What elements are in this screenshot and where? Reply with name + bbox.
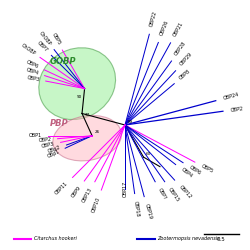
Text: OBP13: OBP13 xyxy=(82,187,94,204)
Text: OBP15: OBP15 xyxy=(167,186,180,202)
Text: OBP19: OBP19 xyxy=(144,203,153,220)
Text: ChOBP: ChOBP xyxy=(38,30,52,46)
Text: OBP26: OBP26 xyxy=(159,20,170,36)
Text: OBP29: OBP29 xyxy=(179,52,194,67)
Text: OBP?: OBP? xyxy=(156,187,167,200)
Text: OBP6: OBP6 xyxy=(26,60,40,70)
Text: OBP21: OBP21 xyxy=(172,21,184,38)
Text: Zootermopsis nevadensis: Zootermopsis nevadensis xyxy=(157,236,220,241)
Ellipse shape xyxy=(39,48,116,120)
Text: OBP8: OBP8 xyxy=(178,68,192,81)
Text: OBP11: OBP11 xyxy=(54,181,69,196)
Text: ChOBP: ChOBP xyxy=(20,42,36,56)
Text: OBP5: OBP5 xyxy=(50,32,62,46)
Text: OBP3: OBP3 xyxy=(41,141,55,149)
Text: 0.5: 0.5 xyxy=(217,237,226,242)
Text: OBP9: OBP9 xyxy=(70,186,82,199)
Text: GOBP: GOBP xyxy=(50,57,76,66)
Text: OBP7: OBP7 xyxy=(36,40,49,53)
Text: OBP24: OBP24 xyxy=(222,92,239,101)
Text: 77: 77 xyxy=(84,113,90,117)
Text: OBP4: OBP4 xyxy=(26,67,40,76)
Text: OBP1: OBP1 xyxy=(28,133,42,138)
Text: 60: 60 xyxy=(146,152,151,156)
Text: OBP12: OBP12 xyxy=(178,184,192,200)
Text: 89: 89 xyxy=(128,120,133,124)
Text: Citarchus hookeri: Citarchus hookeri xyxy=(34,236,76,241)
Text: OBP2: OBP2 xyxy=(38,137,52,143)
Text: OBp2: OBp2 xyxy=(47,145,62,154)
Text: 26: 26 xyxy=(94,130,100,134)
Text: OBP6: OBP6 xyxy=(188,165,202,176)
Text: OBp1: OBp1 xyxy=(46,148,61,159)
Ellipse shape xyxy=(53,116,122,161)
Text: OBP18: OBP18 xyxy=(133,200,140,217)
Text: OBP3: OBP3 xyxy=(26,75,40,82)
Text: OBP17: OBP17 xyxy=(122,180,128,197)
Text: OBP28: OBP28 xyxy=(174,40,188,56)
Text: PBP: PBP xyxy=(50,119,69,128)
Text: OBP2: OBP2 xyxy=(230,106,243,113)
Text: 90: 90 xyxy=(77,96,82,100)
Text: OBP22: OBP22 xyxy=(149,11,158,28)
Text: OBP4: OBP4 xyxy=(180,167,194,179)
Text: OBP5: OBP5 xyxy=(200,164,214,174)
Text: OBP10: OBP10 xyxy=(91,196,101,213)
